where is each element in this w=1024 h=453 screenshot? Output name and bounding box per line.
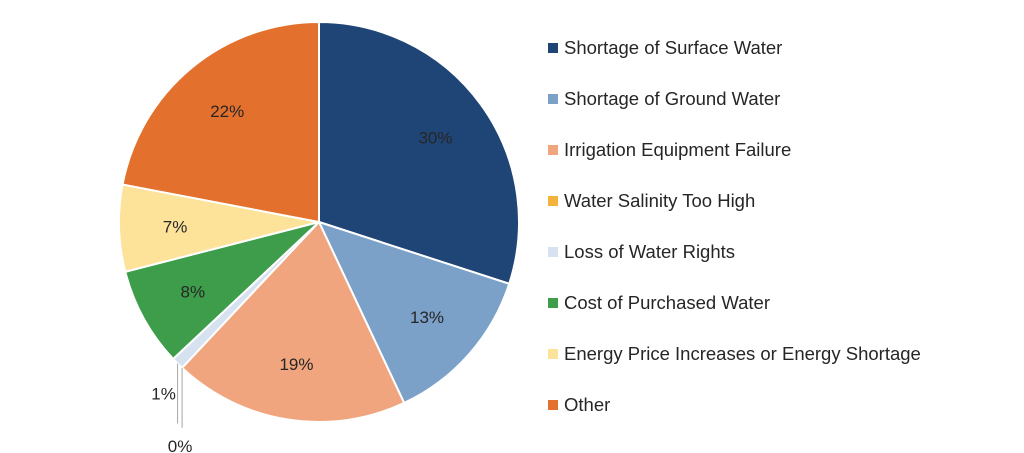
legend-swatch xyxy=(548,93,558,104)
legend-item-shortage-of-surface-water: Shortage of Surface Water xyxy=(548,22,921,73)
slice-irrigation-equipment-failure xyxy=(180,220,406,423)
data-label-irrigation-equipment-failure: 19% xyxy=(279,355,313,374)
legend-swatch xyxy=(548,246,558,257)
legend-swatch xyxy=(548,399,558,410)
legend-label: Shortage of Surface Water xyxy=(564,36,783,58)
legend-label: Loss of Water Rights xyxy=(564,240,736,262)
data-label-cost-of-purchased-water: 8% xyxy=(181,282,206,301)
data-label-shortage-of-surface-water: 30% xyxy=(418,128,452,147)
legend-item-other: Other xyxy=(548,379,921,430)
legend-label: Other xyxy=(564,393,611,415)
slice-cost-of-purchased-water xyxy=(124,221,320,361)
legend-label: Cost of Purchased Water xyxy=(564,291,770,313)
legend: Shortage of Surface Water Shortage of Gro… xyxy=(548,22,921,430)
slice-shortage-of-surface-water xyxy=(318,20,520,286)
legend-swatch xyxy=(548,144,558,155)
legend-swatch xyxy=(548,195,558,206)
legend-label: Shortage of Ground Water xyxy=(564,87,781,109)
legend-item-water-salinity-too-high: Water Salinity Too High xyxy=(548,175,921,226)
data-label-other: 22% xyxy=(210,102,244,121)
legend-item-shortage-of-ground-water: Shortage of Ground Water xyxy=(548,73,921,124)
data-label-energy-price-increases-or-energy-shortage: 7% xyxy=(163,218,188,237)
legend-item-loss-of-water-rights: Loss of Water Rights xyxy=(548,226,921,277)
data-label-shortage-of-ground-water: 13% xyxy=(410,308,444,327)
legend-item-irrigation-equipment-failure: Irrigation Equipment Failure xyxy=(548,124,921,175)
legend-label: Water Salinity Too High xyxy=(564,189,756,211)
legend-swatch xyxy=(548,297,558,308)
slice-shortage-of-ground-water xyxy=(317,220,511,405)
data-label-water-salinity-too-high: 0% xyxy=(168,437,193,453)
pie-slices xyxy=(118,20,520,423)
slice-other xyxy=(121,20,320,224)
legend-swatch xyxy=(548,42,558,53)
legend-item-energy-price-increases-or-energy-shortage: Energy Price Increases or Energy Shortag… xyxy=(548,328,921,379)
legend-item-cost-of-purchased-water: Cost of Purchased Water xyxy=(548,277,921,328)
data-labels: 30% 13% 19% 0% 1% 8% 7% 22% xyxy=(151,102,452,453)
leader-lines xyxy=(177,363,183,428)
data-label-loss-of-water-rights: 1% xyxy=(151,384,176,403)
legend-label: Energy Price Increases or Energy Shortag… xyxy=(564,342,921,364)
legend-label: Irrigation Equipment Failure xyxy=(564,138,792,160)
legend-swatch xyxy=(548,348,558,359)
